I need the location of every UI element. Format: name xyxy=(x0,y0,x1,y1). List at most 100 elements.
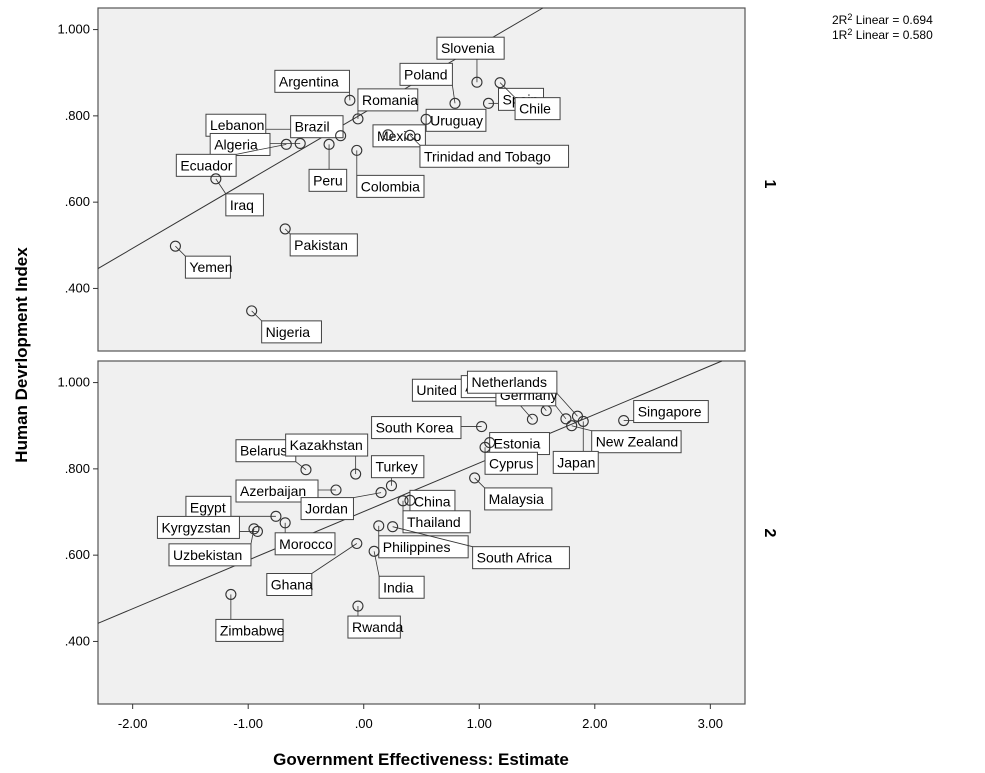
data-point xyxy=(469,472,481,484)
panel-1-y-axis: 1.000 .800 .600 .400 xyxy=(57,22,98,295)
leader-line xyxy=(392,526,473,548)
data-point xyxy=(344,94,356,106)
point-label-box xyxy=(466,370,558,394)
point-label-box xyxy=(235,479,319,503)
leader-line xyxy=(373,551,380,577)
point-label-box xyxy=(274,69,350,93)
point-label: China xyxy=(414,493,451,509)
point-label: Philippines xyxy=(383,539,451,555)
point-label-box xyxy=(633,400,709,424)
point-label: Kazakhstan xyxy=(290,437,363,453)
point-label: Uzbekistan xyxy=(173,547,242,563)
leader-line xyxy=(555,405,567,420)
point-label-box xyxy=(209,132,271,156)
point-label: Colombia xyxy=(361,178,420,194)
data-point xyxy=(210,173,222,185)
point-label: Lebanon xyxy=(210,117,265,133)
x-axis-title: Government Effectiveness: Estimate xyxy=(273,750,569,769)
point-label-box xyxy=(371,416,462,440)
x-axis: -2.00 -1.00 .00 1.00 2.00 3.00 xyxy=(118,704,723,731)
point-label-box xyxy=(215,618,284,642)
panel-2-y-tick-label: .800 xyxy=(65,461,90,476)
point-label-box xyxy=(285,433,369,457)
point-label: Estonia xyxy=(494,436,541,452)
point-label-box xyxy=(399,62,453,86)
data-point xyxy=(351,144,363,156)
point-label: Trinidad and Tobago xyxy=(424,148,551,164)
point-label-box xyxy=(472,546,570,570)
data-point xyxy=(352,113,364,125)
panel-2-y-tick-label: .600 xyxy=(65,547,90,562)
data-point xyxy=(375,487,387,499)
data-point xyxy=(294,137,306,150)
data-point xyxy=(482,97,495,109)
leader-line xyxy=(474,477,485,489)
panel-2-strip-label: 2 xyxy=(761,529,778,538)
point-label-box xyxy=(308,168,348,192)
legend-entry: 1R2 Linear = 0.580 xyxy=(832,27,933,42)
point-label-box xyxy=(168,543,252,567)
data-point xyxy=(335,130,347,142)
panel-1-y-tick-label: 1.000 xyxy=(57,22,90,37)
leader-line xyxy=(295,461,307,471)
panel-2-y-axis: 1.000 .800 .600 .400 xyxy=(57,375,98,648)
leader-line xyxy=(571,425,592,432)
data-point xyxy=(169,240,181,252)
data-point xyxy=(387,521,399,533)
data-point xyxy=(382,129,394,141)
data-point xyxy=(618,414,630,427)
y-axis-title: Human Devrlopment Index xyxy=(12,247,31,463)
point-label: Malaysia xyxy=(489,491,544,507)
data-point xyxy=(352,600,364,612)
point-label: Japan xyxy=(557,454,595,470)
data-point xyxy=(270,510,282,522)
point-label: Belarus xyxy=(240,443,287,459)
x-tick-label: 1.00 xyxy=(467,716,492,731)
point-label-box xyxy=(378,575,425,599)
data-point xyxy=(279,223,291,235)
x-tick-label: .00 xyxy=(355,716,373,731)
point-label-box xyxy=(514,97,561,121)
point-label: New Zealand xyxy=(596,434,679,450)
data-point xyxy=(577,415,589,427)
point-label: Slovenia xyxy=(441,40,495,56)
data-point xyxy=(246,305,258,317)
leader-line xyxy=(175,245,186,257)
panel-2-y-tick-label: 1.000 xyxy=(57,375,90,390)
leader-line xyxy=(284,228,291,235)
panel-2-y-tick-label: .400 xyxy=(65,633,90,648)
data-point xyxy=(494,77,506,89)
point-label-box xyxy=(156,515,240,539)
data-point xyxy=(397,495,409,507)
point-label-box xyxy=(184,255,231,279)
point-label: India xyxy=(383,579,414,595)
point-label: Ecuador xyxy=(180,157,232,173)
leader-line xyxy=(452,85,456,104)
panel-1-y-tick-label: .600 xyxy=(65,194,90,209)
data-point xyxy=(420,113,432,125)
panel-1-points: ArgentinaPolandSloveniaSpainChileLebanon… xyxy=(169,36,570,344)
data-point xyxy=(566,420,578,432)
point-label: Ghana xyxy=(271,577,313,593)
point-label-box xyxy=(225,193,264,217)
point-label: Egypt xyxy=(190,499,226,515)
point-label: Pakistan xyxy=(294,237,348,253)
point-label-box xyxy=(347,615,401,639)
point-label-box xyxy=(300,497,354,521)
point-label: Singapore xyxy=(638,404,702,420)
data-point xyxy=(330,484,342,496)
point-label: Romania xyxy=(362,92,418,108)
leader-line xyxy=(215,178,227,195)
leader-line xyxy=(250,528,255,544)
leader-line xyxy=(251,310,262,322)
point-label: Nigeria xyxy=(266,324,311,340)
point-label-box xyxy=(436,36,505,60)
point-label-box xyxy=(378,535,469,559)
x-tick-label: -2.00 xyxy=(118,716,148,731)
data-point xyxy=(560,413,572,425)
point-label-box xyxy=(261,320,322,344)
data-point xyxy=(351,537,363,550)
point-label: Uruguay xyxy=(430,112,483,128)
